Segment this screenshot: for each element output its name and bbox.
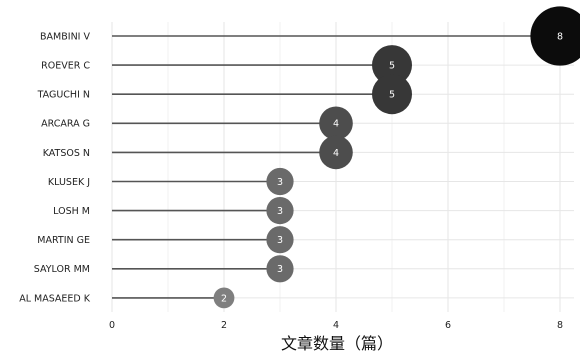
data-label: 4 [333,148,339,159]
x-tick-label: 6 [445,320,451,331]
y-tick-label: AL MASAEED K [19,293,91,304]
y-tick-label: TAGUCHI N [37,90,90,101]
data-label: 3 [277,177,283,188]
y-tick-label: ROEVER C [41,61,90,72]
y-tick-label: LOSH M [53,206,90,217]
x-tick-label: 4 [333,320,339,331]
lollipop-point [213,287,235,309]
data-label: 2 [221,293,227,304]
data-label: 3 [277,206,283,217]
lollipop-point [266,226,294,254]
y-tick-label: BAMBINI V [40,31,90,42]
x-tick-label: 8 [557,320,563,331]
lollipop-point [266,197,294,225]
y-tick-label: KATSOS N [43,148,90,159]
lollipop-point [319,135,353,170]
y-tick-label: KLUSEK J [48,177,90,188]
data-label: 5 [389,61,395,72]
lollipop-point [372,74,412,115]
lollipop-point [530,6,580,66]
lollipop-point [319,106,353,141]
x-axis-ticks: 0 2 4 6 8 [109,320,563,331]
lollipop-point [372,45,412,86]
x-tick-label: 2 [221,320,227,331]
data-label: 8 [557,31,563,42]
data-label: 4 [333,119,339,130]
y-tick-label: SAYLOR MM [34,264,90,275]
y-tick-label: ARCARA G [41,119,90,130]
x-tick-label: 0 [109,320,115,331]
y-tick-label: MARTIN GE [37,235,90,246]
lollipop-point [266,167,294,196]
points: 8 5 5 4 4 3 3 3 3 2 [213,6,580,309]
stems [112,35,560,299]
x-axis-title: 文章数量（篇） [281,334,393,353]
lollipop-point [266,255,294,283]
data-label: 3 [277,235,283,246]
data-label: 5 [389,90,395,101]
data-label: 3 [277,264,283,275]
y-axis-labels: BAMBINI V ROEVER C TAGUCHI N ARCARA G KATSOS… [19,31,91,304]
